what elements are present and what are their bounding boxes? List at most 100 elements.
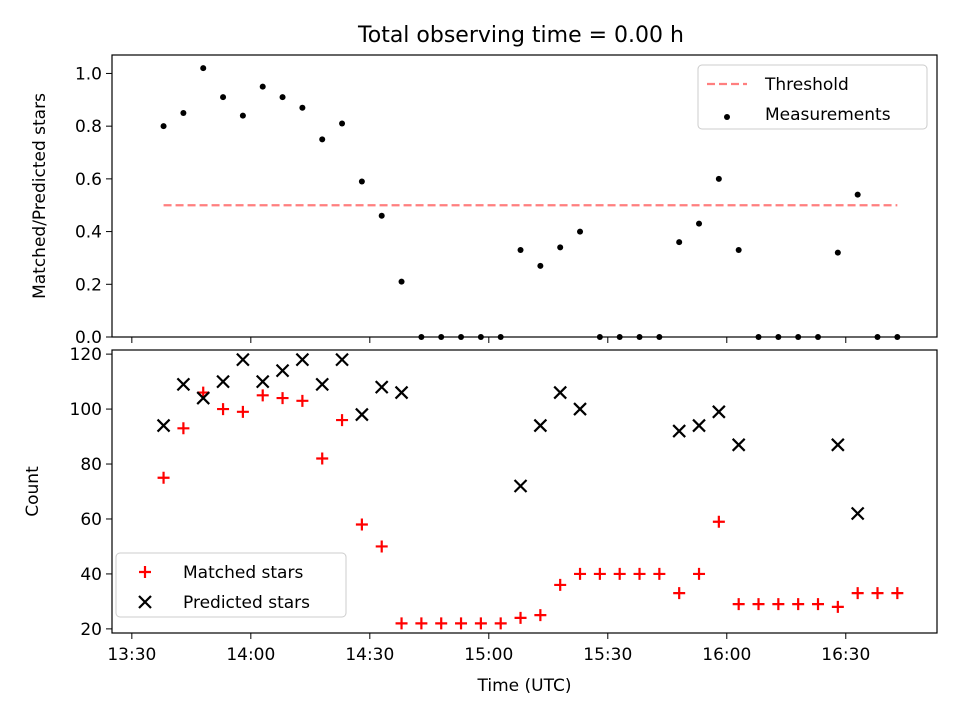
legend-predicted-swatch [138,595,152,609]
matched-stars-marker [157,471,170,484]
predicted-stars-marker [335,352,349,367]
y-tick-label: 0.8 [75,117,102,137]
matched-stars-marker [673,587,686,600]
y-axis-label: Count [23,466,43,517]
predicted-stars-marker [255,374,270,389]
legend-label: Threshold [764,75,849,95]
measurement-point [517,247,524,254]
matched-stars-marker [752,598,765,611]
measurement-point [557,244,564,251]
matched-stars-marker [514,611,527,624]
measurement-point [755,334,762,340]
matched-stars-marker [534,609,547,622]
bottom-plot-counts: 20 40 60 80 100 120 13:30 14:00 14:30 15:00 15:30 1… [23,345,938,696]
x-tick-label: 15:00 [464,645,513,665]
matched-stars-marker [633,567,646,580]
measurement-point [378,212,385,219]
matched-stars-marker [415,617,428,630]
predicted-stars-marker [355,407,369,422]
measurement-point [180,109,187,116]
measurement-point [795,334,802,340]
predicted-stars-marker [573,402,587,416]
measurement-point [854,191,861,198]
matched-stars-marker [276,392,289,405]
predicted-stars-marker [831,438,845,452]
y-axis-label: Matched/Predicted stars [30,93,50,299]
predicted-stars-marker [394,385,409,400]
matched-stars-marker [732,598,745,611]
matched-stars-marker [871,587,884,600]
matched-stars-marker [831,600,844,613]
matched-stars-marker [574,567,587,580]
y-tick-label: 0.2 [75,275,102,295]
predicted-stars-marker [216,374,230,389]
y-tick-label: 0.0 [75,328,102,348]
measurement-point [160,123,167,130]
legend-box [697,64,928,130]
figure-title: Total observing time = 0.00 h [357,23,684,48]
measurement-point [239,112,246,119]
x-tick-label: 15:30 [583,645,632,665]
y-tick-label: 60 [80,510,102,530]
measurement-point [358,178,365,185]
matched-stars-marker [772,598,785,611]
matched-stars-marker [316,452,329,465]
matched-stars-marker [435,617,448,630]
x-tick-label: 16:30 [821,645,870,665]
measurement-point [676,239,683,246]
legend: Matched stars Predicted stars [115,552,347,618]
matched-stars-marker [375,540,388,553]
measurement-point [259,83,266,90]
legend-matched-swatch [139,566,151,578]
legend-label: Predicted stars [183,593,310,613]
predicted-stars-marker [712,405,726,419]
matched-stars-marker [395,617,408,630]
y-tick-label: 1.0 [75,64,102,84]
predicted-stars-marker [176,377,191,392]
predicted-stars-marker [553,385,567,400]
measurement-point [775,334,782,340]
matched-stars-marker [296,394,309,407]
predicted-stars-marker [513,479,528,493]
measurement-point [220,94,227,101]
measurement-point [815,334,822,340]
x-tick-label: 13:30 [107,645,156,665]
measurement-point [656,334,663,340]
matched-stars-marker [236,405,249,418]
legend-measurement-swatch [724,114,730,120]
matched-stars-marker [712,515,725,528]
measurement-point [299,104,306,111]
predicted-stars-marker [731,438,746,452]
matched-stars-marker [217,403,230,416]
measurement-point [735,247,742,254]
matched-stars-marker [653,567,666,580]
matched-stars-marker [355,518,368,531]
measurement-point [715,175,722,182]
predicted-stars-marker [156,418,171,433]
x-axis-label: Time (UTC) [477,676,572,696]
top-plot-ratio: 0.0 0.2 0.4 0.6 0.8 1.0 Matched/Predicted star… [30,54,938,348]
axes-frame [111,54,938,338]
matched-stars-marker [593,567,606,580]
axes-frame [111,349,938,634]
predicted-stars-marker [850,506,865,521]
measurement-point [200,65,207,72]
measurement-point [577,228,584,235]
matched-stars-marker [554,578,567,591]
predicted-stars-marker [196,391,211,405]
measurement-point [894,334,901,340]
x-tick-label: 16:00 [702,645,751,665]
measurement-point [418,334,425,340]
predicted-stars-marker [672,424,686,438]
predicted-stars-marker [295,352,310,367]
predicted-stars-marker [275,363,290,378]
measurement-point [279,94,286,101]
measurement-point [477,334,484,340]
y-tick-label: 0.4 [75,223,102,243]
matched-stars-marker [336,414,349,427]
y-tick-label: 20 [80,620,102,640]
measurement-point [339,120,346,127]
predicted-stars-marker [692,418,706,433]
y-tick-label: 100 [70,400,102,420]
measurement-point [696,220,703,227]
